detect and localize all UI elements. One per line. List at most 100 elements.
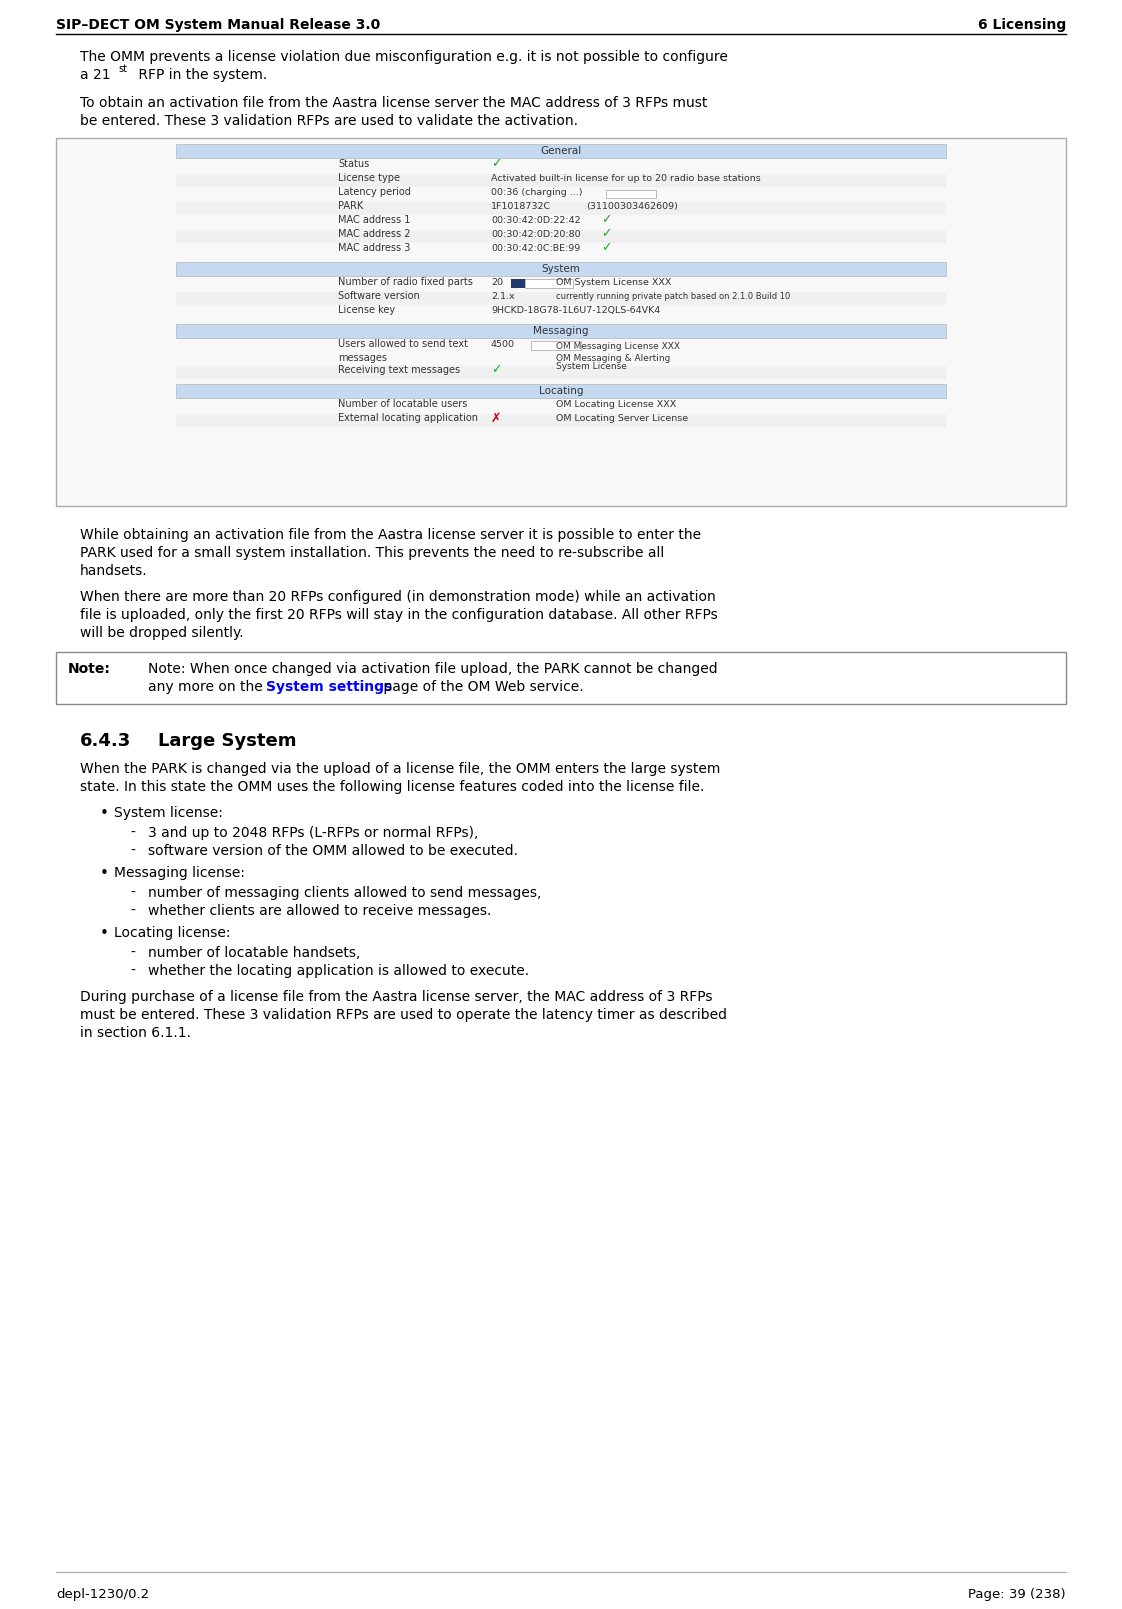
Text: (31100303462609): (31100303462609) xyxy=(586,201,678,211)
Bar xyxy=(525,278,573,288)
Text: OM Messaging License XXX: OM Messaging License XXX xyxy=(557,343,680,351)
Text: Page: 39 (238): Page: 39 (238) xyxy=(968,1588,1066,1601)
Text: -: - xyxy=(130,964,135,978)
Text: 20: 20 xyxy=(491,277,503,286)
Text: Latency period: Latency period xyxy=(338,187,411,196)
Text: Number of radio fixed parts: Number of radio fixed parts xyxy=(338,277,472,286)
Bar xyxy=(531,341,581,351)
Text: Software version: Software version xyxy=(338,291,420,301)
Text: currently running private patch based on 2.1.0 Build 10: currently running private patch based on… xyxy=(557,291,790,301)
Text: RFP in the system.: RFP in the system. xyxy=(134,68,267,82)
Text: Users allowed to send text: Users allowed to send text xyxy=(338,339,468,349)
Text: OM Locating License XXX: OM Locating License XXX xyxy=(557,399,677,409)
Text: 1F1018732C: 1F1018732C xyxy=(491,201,551,211)
Text: any more on the: any more on the xyxy=(148,681,267,693)
Bar xyxy=(176,230,946,243)
Text: MAC address 2: MAC address 2 xyxy=(338,228,411,240)
Text: While obtaining an activation file from the Aastra license server it is possible: While obtaining an activation file from … xyxy=(80,528,701,542)
Text: will be dropped silently.: will be dropped silently. xyxy=(80,626,243,640)
Text: Note: When once changed via activation file upload, the PARK cannot be changed: Note: When once changed via activation f… xyxy=(148,661,718,676)
Text: Locating: Locating xyxy=(539,386,583,396)
Text: OM System License XXX: OM System License XXX xyxy=(557,277,671,286)
Text: Locating license:: Locating license: xyxy=(114,927,230,940)
Text: 4500: 4500 xyxy=(491,339,515,349)
Text: 3 and up to 2048 RFPs (L-RFPs or normal RFPs),: 3 and up to 2048 RFPs (L-RFPs or normal … xyxy=(148,825,478,840)
Text: 9HCKD-18G78-1L6U7-12QLS-64VK4: 9HCKD-18G78-1L6U7-12QLS-64VK4 xyxy=(491,306,660,314)
Text: ✓: ✓ xyxy=(491,158,502,171)
Bar xyxy=(176,174,946,187)
Bar xyxy=(176,203,946,216)
Bar xyxy=(176,291,946,306)
Text: -: - xyxy=(130,825,135,840)
Bar xyxy=(176,323,946,338)
Text: in section 6.1.1.: in section 6.1.1. xyxy=(80,1027,191,1039)
Text: The OMM prevents a license violation due misconfiguration e.g. it is not possibl: The OMM prevents a license violation due… xyxy=(80,50,728,64)
Text: Note:: Note: xyxy=(68,661,111,676)
Text: file is uploaded, only the first 20 RFPs will stay in the configuration database: file is uploaded, only the first 20 RFPs… xyxy=(80,608,718,623)
Text: ✓: ✓ xyxy=(491,364,502,377)
Text: During purchase of a license file from the Aastra license server, the MAC addres: During purchase of a license file from t… xyxy=(80,990,712,1004)
Text: System license:: System license: xyxy=(114,806,223,821)
Text: OM Messaging & Alerting: OM Messaging & Alerting xyxy=(557,354,670,364)
Text: External locating application: External locating application xyxy=(338,414,478,423)
Text: 00:36 (charging ...): 00:36 (charging ...) xyxy=(491,188,582,196)
Text: 2.1.x: 2.1.x xyxy=(491,291,515,301)
Text: General: General xyxy=(541,146,581,156)
Text: License key: License key xyxy=(338,306,395,315)
Text: •: • xyxy=(100,806,109,821)
Text: ✗: ✗ xyxy=(491,412,502,425)
Text: Number of locatable users: Number of locatable users xyxy=(338,399,468,409)
Text: Receiving text messages: Receiving text messages xyxy=(338,365,460,375)
Text: ✓: ✓ xyxy=(601,214,611,227)
Text: whether the locating application is allowed to execute.: whether the locating application is allo… xyxy=(148,964,530,978)
Text: -: - xyxy=(130,887,135,899)
Text: st: st xyxy=(118,64,127,74)
Text: -: - xyxy=(130,845,135,858)
Text: handsets.: handsets. xyxy=(80,565,148,578)
Text: Activated built-in license for up to 20 radio base stations: Activated built-in license for up to 20 … xyxy=(491,174,761,182)
Text: software version of the OMM allowed to be executed.: software version of the OMM allowed to b… xyxy=(148,845,518,858)
Text: Messaging license:: Messaging license: xyxy=(114,866,245,880)
Text: System: System xyxy=(542,264,580,274)
Text: When the PARK is changed via the upload of a license file, the OMM enters the la: When the PARK is changed via the upload … xyxy=(80,763,720,776)
Text: License type: License type xyxy=(338,174,401,183)
Text: Status: Status xyxy=(338,159,369,169)
Text: System License: System License xyxy=(557,362,627,372)
Bar xyxy=(176,262,946,277)
Text: -: - xyxy=(130,946,135,961)
Text: PARK used for a small system installation. This prevents the need to re-subscrib: PARK used for a small system installatio… xyxy=(80,545,664,560)
Text: number of messaging clients allowed to send messages,: number of messaging clients allowed to s… xyxy=(148,887,542,899)
Text: SIP–DECT OM System Manual Release 3.0: SIP–DECT OM System Manual Release 3.0 xyxy=(56,18,380,32)
Text: OM Locating Server License: OM Locating Server License xyxy=(557,414,688,423)
Text: To obtain an activation file from the Aastra license server the MAC address of 3: To obtain an activation file from the Aa… xyxy=(80,97,707,109)
Text: page of the OM Web service.: page of the OM Web service. xyxy=(379,681,583,693)
Text: be entered. These 3 validation RFPs are used to validate the activation.: be entered. These 3 validation RFPs are … xyxy=(80,114,578,129)
Text: whether clients are allowed to receive messages.: whether clients are allowed to receive m… xyxy=(148,904,491,919)
Text: •: • xyxy=(100,927,109,941)
Text: must be entered. These 3 validation RFPs are used to operate the latency timer a: must be entered. These 3 validation RFPs… xyxy=(80,1007,727,1022)
Text: -: - xyxy=(130,904,135,919)
Text: •: • xyxy=(100,866,109,882)
Text: 00:30:42:0D:20:80: 00:30:42:0D:20:80 xyxy=(491,230,580,238)
Text: depl-1230/0.2: depl-1230/0.2 xyxy=(56,1588,149,1601)
Text: messages: messages xyxy=(338,352,387,364)
Text: a 21: a 21 xyxy=(80,68,111,82)
Text: MAC address 3: MAC address 3 xyxy=(338,243,411,253)
Bar xyxy=(56,652,1066,705)
Bar xyxy=(511,278,525,288)
Text: ✓: ✓ xyxy=(601,227,611,240)
Text: MAC address 1: MAC address 1 xyxy=(338,216,411,225)
Bar xyxy=(176,365,946,380)
Text: 00:30:42:0D:22:42: 00:30:42:0D:22:42 xyxy=(491,216,580,225)
Text: Messaging: Messaging xyxy=(533,327,589,336)
Text: Large System: Large System xyxy=(158,732,296,750)
Bar xyxy=(606,190,656,198)
Text: state. In this state the OMM uses the following license features coded into the : state. In this state the OMM uses the fo… xyxy=(80,780,705,793)
Text: ✓: ✓ xyxy=(601,241,611,254)
Bar xyxy=(176,414,946,426)
Bar xyxy=(176,143,946,158)
Bar xyxy=(56,138,1066,505)
Text: 6 Licensing: 6 Licensing xyxy=(977,18,1066,32)
Text: 6.4.3: 6.4.3 xyxy=(80,732,131,750)
Bar xyxy=(176,385,946,397)
